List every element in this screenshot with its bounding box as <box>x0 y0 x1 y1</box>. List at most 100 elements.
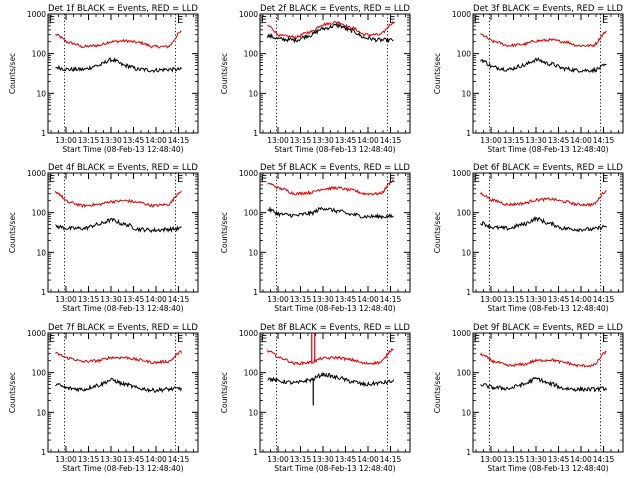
plot-frame <box>47 172 199 293</box>
corner-label: E <box>177 174 183 185</box>
corner-label: E <box>602 174 608 185</box>
corner-label: E <box>49 174 55 185</box>
x-tick-label: 13:15 <box>503 136 525 145</box>
x-tick-label: 13:00 <box>55 455 77 464</box>
y-tick-label: 10 <box>461 89 471 98</box>
x-tick-label: 13:00 <box>480 136 502 145</box>
panel-title: Det 8f BLACK = Events, RED = LLD <box>260 323 410 333</box>
events-series-line <box>267 371 394 388</box>
y-tick-label: 1000 <box>239 329 258 338</box>
y-tick-label: 10 <box>248 248 258 257</box>
x-tick-label: 13:15 <box>78 295 100 304</box>
x-axis-label: Start Time (08-Feb-13 12:48:40) <box>487 304 608 313</box>
detector-panel-3: Det 3f BLACK = Events, RED = LLD 1 10 100 10… <box>433 4 624 154</box>
x-tick-label: 13:15 <box>290 136 312 145</box>
plot-frame <box>259 172 411 293</box>
corner-label: E <box>389 174 395 185</box>
x-tick-label: 14:15 <box>168 455 190 464</box>
panel-title: Det 9f BLACK = Events, RED = LLD <box>473 323 623 333</box>
x-tick-label: 13:00 <box>55 136 77 145</box>
y-axis-label: Counts/sec <box>8 212 17 253</box>
corner-label: E <box>389 15 395 26</box>
panel-title: Det 6f BLACK = Events, RED = LLD <box>473 163 623 173</box>
detector-panel-2: Det 2f BLACK = Events, RED = LLD 1 10 100 10… <box>220 4 411 154</box>
x-tick-label: 14:15 <box>593 295 615 304</box>
x-tick-label: 13:45 <box>123 136 145 145</box>
x-axis-label: Start Time (08-Feb-13 12:48:40) <box>274 304 395 313</box>
panel-title: Det 7f BLACK = Events, RED = LLD <box>48 323 198 333</box>
x-tick-label: 13:45 <box>335 295 357 304</box>
y-axis-label: Counts/sec <box>8 372 17 413</box>
detector-panel-5: Det 5f BLACK = Events, RED = LLD 1 10 100 10… <box>220 163 411 313</box>
y-axis-label: Counts/sec <box>433 212 442 253</box>
corner-label: E <box>602 15 608 26</box>
y-tick-label: 10 <box>461 248 471 257</box>
events-series-line <box>480 56 607 74</box>
y-axis-label: Counts/sec <box>220 53 229 94</box>
x-axis-label: Start Time (08-Feb-13 12:48:40) <box>487 145 608 154</box>
y-tick-label: 10 <box>248 89 258 98</box>
y-tick-label: 1 <box>41 448 46 457</box>
x-tick-label: 13:30 <box>312 455 334 464</box>
y-tick-label: 100 <box>32 50 47 59</box>
events-series-line <box>55 377 182 393</box>
y-tick-label: 1000 <box>27 10 46 19</box>
panel-title: Det 1f BLACK = Events, RED = LLD <box>48 4 198 14</box>
x-tick-label: 14:15 <box>380 295 402 304</box>
events-series-line <box>480 216 607 233</box>
corner-label: E <box>177 15 183 26</box>
lld-series-line <box>480 190 607 208</box>
y-tick-label: 10 <box>461 408 471 417</box>
x-axis-label: Start Time (08-Feb-13 12:48:40) <box>62 145 183 154</box>
corner-label: E <box>177 334 183 345</box>
x-tick-label: 13:00 <box>55 295 77 304</box>
y-tick-label: 100 <box>457 209 472 218</box>
x-tick-label: 14:00 <box>357 295 379 304</box>
detector-panel-9: Det 9f BLACK = Events, RED = LLD 1 10 100 10… <box>433 323 624 473</box>
lld-series-line <box>480 30 607 48</box>
x-tick-label: 13:30 <box>100 136 122 145</box>
panel-title: Det 2f BLACK = Events, RED = LLD <box>260 4 410 14</box>
y-tick-label: 10 <box>36 89 46 98</box>
x-tick-label: 13:15 <box>78 136 100 145</box>
x-tick-label: 14:00 <box>357 455 379 464</box>
x-tick-label: 14:00 <box>145 295 167 304</box>
x-tick-label: 14:00 <box>145 136 167 145</box>
y-tick-label: 1000 <box>27 169 46 178</box>
y-axis-label: Counts/sec <box>433 372 442 413</box>
x-tick-label: 14:15 <box>593 136 615 145</box>
x-tick-label: 13:45 <box>548 136 570 145</box>
x-tick-label: 13:30 <box>525 136 547 145</box>
corner-label: E <box>474 334 480 345</box>
x-tick-label: 13:00 <box>480 455 502 464</box>
x-tick-label: 13:15 <box>290 455 312 464</box>
y-tick-label: 1000 <box>239 10 258 19</box>
y-tick-label: 10 <box>36 248 46 257</box>
x-tick-label: 14:00 <box>570 295 592 304</box>
corner-label: E <box>261 174 267 185</box>
x-axis-label: Start Time (08-Feb-13 12:48:40) <box>274 464 395 473</box>
corner-label: E <box>261 15 267 26</box>
corner-label: E <box>49 15 55 26</box>
x-tick-label: 13:15 <box>78 455 100 464</box>
x-tick-label: 13:45 <box>123 295 145 304</box>
y-tick-label: 1 <box>253 448 258 457</box>
corner-label: E <box>49 334 55 345</box>
y-tick-label: 100 <box>244 369 259 378</box>
plot-frame <box>259 332 411 453</box>
x-axis-label: Start Time (08-Feb-13 12:48:40) <box>62 304 183 313</box>
x-tick-label: 13:45 <box>335 136 357 145</box>
corner-label: E <box>602 334 608 345</box>
events-series-line <box>480 376 607 393</box>
y-tick-label: 1 <box>253 288 258 297</box>
y-tick-label: 1 <box>41 288 46 297</box>
y-tick-label: 100 <box>32 209 47 218</box>
y-tick-label: 1000 <box>27 329 46 338</box>
y-tick-label: 10 <box>36 408 46 417</box>
x-tick-label: 14:15 <box>168 136 190 145</box>
x-tick-label: 14:00 <box>357 136 379 145</box>
plot-frame <box>472 172 624 293</box>
x-tick-label: 13:15 <box>290 295 312 304</box>
x-tick-label: 14:00 <box>570 455 592 464</box>
